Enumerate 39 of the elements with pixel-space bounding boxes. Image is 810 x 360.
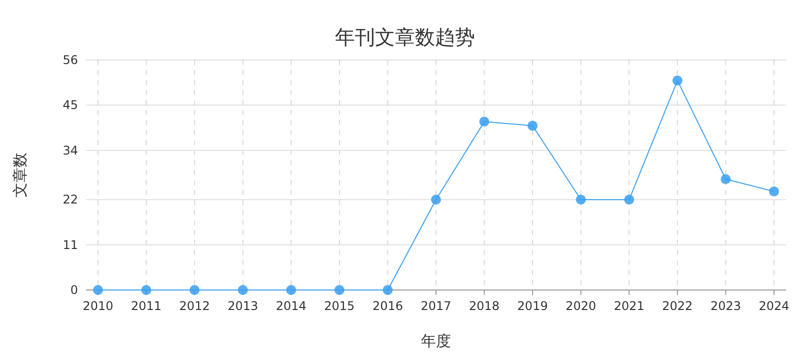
y-tick-label: 22 xyxy=(62,192,78,207)
point xyxy=(286,285,296,295)
x-tick-label: 2021 xyxy=(614,299,644,313)
y-axis-title: 文章数 xyxy=(11,152,29,198)
point xyxy=(238,285,248,295)
point xyxy=(382,285,393,295)
x-tick-label: 2012 xyxy=(179,299,210,313)
x-tick-label: 2019 xyxy=(517,299,548,313)
point xyxy=(431,194,441,205)
x-tick-label: 2013 xyxy=(228,299,258,313)
x-tick-label: 2014 xyxy=(276,299,306,313)
y-tick-label: 34 xyxy=(62,143,78,158)
point xyxy=(141,285,152,295)
y-tick-label: 11 xyxy=(62,238,78,252)
point xyxy=(672,76,682,86)
y-tick-label: 45 xyxy=(62,98,78,112)
x-tick-label: 2011 xyxy=(131,299,162,313)
point xyxy=(769,186,779,196)
chart-title: 年刊文章数趋势 xyxy=(335,25,475,49)
y-tick-label: 0 xyxy=(70,283,78,297)
x-tick-label: 2024 xyxy=(758,299,790,313)
point xyxy=(93,285,103,295)
x-tick-label: 2018 xyxy=(469,299,500,313)
y-tick-label: 56 xyxy=(62,53,78,67)
point xyxy=(576,194,586,205)
x-tick-label: 2010 xyxy=(82,299,114,313)
x-tick-label: 2022 xyxy=(662,299,693,313)
point xyxy=(190,285,200,295)
x-tick-label: 2020 xyxy=(566,299,596,313)
x-axis-title: 年度 xyxy=(421,332,451,350)
point xyxy=(720,174,731,184)
x-tick-label: 2023 xyxy=(710,299,741,313)
x-tick-label: 2017 xyxy=(420,299,452,313)
point xyxy=(528,120,538,131)
point xyxy=(624,194,634,205)
x-tick-label: 2016 xyxy=(372,299,403,313)
point xyxy=(334,285,344,295)
x-tick-label: 2015 xyxy=(324,299,355,313)
point xyxy=(479,116,490,127)
